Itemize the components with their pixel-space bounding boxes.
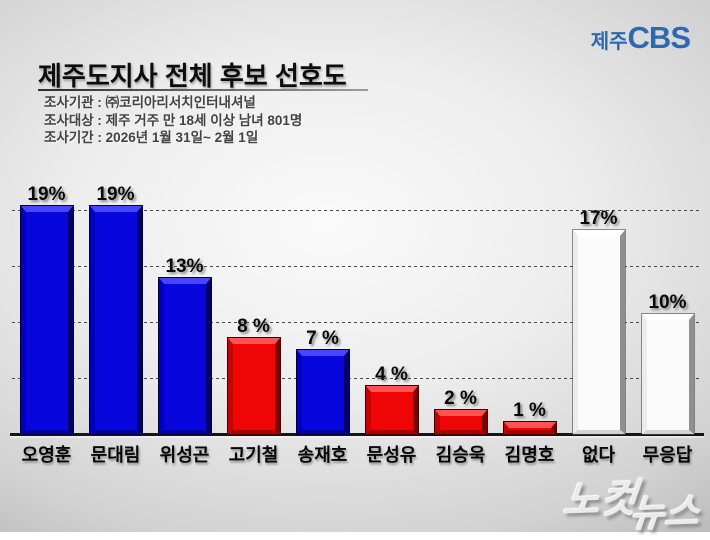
broadcaster-logo: 제주CBS xyxy=(590,20,691,55)
bar-0: 19% xyxy=(20,184,73,434)
bar-column-1: 19% xyxy=(81,170,150,434)
gridline xyxy=(12,210,702,211)
category-label-9: 무응답 xyxy=(642,445,693,465)
gridline xyxy=(12,378,702,379)
category-label-8: 없다 xyxy=(581,445,616,465)
category-label-4: 송재호 xyxy=(297,445,348,465)
x-axis-line xyxy=(10,433,704,436)
bar-column-2: 13% xyxy=(150,170,219,434)
bar-3: 8 % xyxy=(227,316,280,434)
bar-1: 19% xyxy=(89,184,142,434)
watermark-part2: 뉴스 xyxy=(627,491,703,537)
value-label-8: 17% xyxy=(579,208,618,229)
bar-column-0: 19% xyxy=(12,170,81,434)
bar-column-8: 17% xyxy=(564,170,633,434)
value-label-0: 19% xyxy=(27,184,66,205)
gridline xyxy=(12,322,702,323)
survey-line-period: 조사기간 : 2026년 1월 31일~ 2월 1일 xyxy=(44,130,259,145)
value-label-6: 2 % xyxy=(444,388,477,409)
value-label-2: 13% xyxy=(165,256,204,277)
page-title: 제주도지사 전체 후보 선호도 xyxy=(38,61,347,91)
bar-column-3: 8 % xyxy=(219,170,288,434)
value-label-7: 1 % xyxy=(513,400,546,421)
value-label-4: 7 % xyxy=(306,328,339,349)
bar-column-7: 1 % xyxy=(495,170,564,434)
gridline xyxy=(12,266,702,267)
category-label-7: 김명호 xyxy=(504,445,555,465)
bar-chart-plot-area: 19% 19% 13% 8 % 7 % 4 % 2 % 1 % 17% 10% xyxy=(12,170,702,434)
bar-column-4: 7 % xyxy=(288,170,357,434)
survey-line-agency: 조사기관 : ㈜코리아리서치인터내셔널 xyxy=(44,95,256,110)
logo-brand: CBS xyxy=(627,20,691,55)
category-label-2: 위성곤 xyxy=(159,445,210,465)
bar-5: 4 % xyxy=(365,364,418,434)
survey-info: 조사기관 : ㈜코리아리서치인터내셔널 조사대상 : 제주 거주 만 18세 이… xyxy=(44,94,302,147)
bar-6: 2 % xyxy=(434,388,487,434)
value-label-1: 19% xyxy=(96,184,135,205)
value-label-5: 4 % xyxy=(375,364,408,385)
category-label-1: 문대림 xyxy=(90,445,141,465)
bar-column-6: 2 % xyxy=(426,170,495,434)
survey-line-sample: 조사대상 : 제주 거주 만 18세 이상 남녀 801명 xyxy=(44,112,303,128)
logo-prefix: 제주 xyxy=(590,31,628,53)
bar-4: 7 % xyxy=(296,328,349,434)
bar-8: 17% xyxy=(572,208,625,434)
category-label-6: 김승욱 xyxy=(435,445,486,465)
bar-7: 1 % xyxy=(503,400,556,434)
bar-column-9: 10% xyxy=(633,170,702,434)
watermark-nocut-news: 노컷뉴스 xyxy=(561,464,705,536)
value-label-9: 10% xyxy=(648,292,687,313)
category-label-row: 오영훈 문대림 위성곤 고기철 송재호 문성유 김승욱 김명호 없다 무응답 xyxy=(12,441,702,467)
bar-column-5: 4 % xyxy=(357,170,426,434)
value-label-3: 8 % xyxy=(237,316,270,337)
bar-2: 13% xyxy=(158,256,211,434)
category-label-0: 오영훈 xyxy=(21,445,72,465)
category-label-3: 고기철 xyxy=(228,445,279,465)
category-label-5: 문성유 xyxy=(366,445,417,465)
bar-9: 10% xyxy=(641,292,694,434)
title-underline xyxy=(38,89,368,91)
